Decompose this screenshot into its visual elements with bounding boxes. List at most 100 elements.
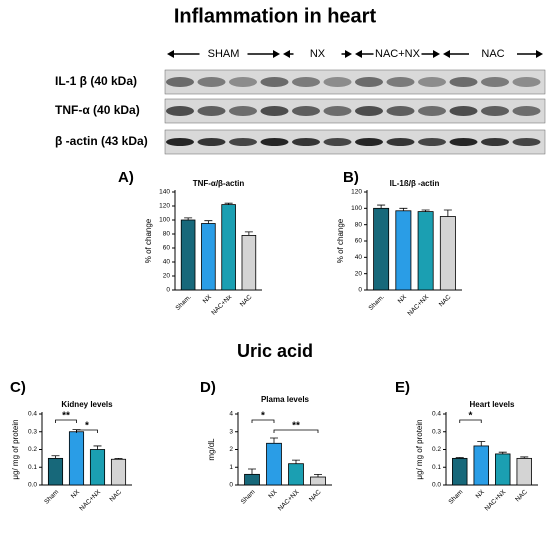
bar	[47, 457, 64, 486]
error-bar	[270, 437, 278, 444]
y-tick-label: 40	[163, 259, 171, 266]
label-bg	[469, 47, 517, 61]
y-axis-label: μg/ mg of protein	[11, 419, 20, 479]
x-tick-label: NAC+NX	[78, 488, 102, 512]
y-tick-label: 0.1	[432, 464, 441, 471]
chart-title: Heart levels	[470, 400, 515, 409]
blot-band	[197, 106, 226, 116]
x-tick-label: NX	[397, 293, 409, 305]
blot-band	[481, 77, 509, 87]
bar	[373, 207, 390, 291]
y-tick-label: 40	[355, 254, 363, 261]
blot-band	[166, 138, 194, 146]
bar	[266, 442, 282, 486]
error-bar	[224, 202, 233, 205]
group-label: SHAM	[208, 48, 240, 60]
chart-title: Plama levels	[261, 395, 310, 404]
y-tick-label: 0.3	[28, 428, 37, 435]
bar	[495, 453, 511, 486]
y-tick-label: 0.0	[432, 482, 441, 489]
y-tick-label: 0.3	[432, 428, 441, 435]
y-tick-label: 0	[166, 287, 170, 294]
blot-band	[386, 77, 415, 87]
error-bar	[421, 209, 430, 212]
blot-band	[260, 77, 289, 87]
blot-row-label: TNF-α (40 kDa)	[55, 103, 140, 117]
error-bar	[377, 204, 386, 209]
bar	[473, 445, 489, 486]
panel-label: B)	[343, 169, 359, 186]
y-tick-label: 80	[355, 221, 363, 228]
significance-label: *	[85, 421, 89, 432]
error-bar	[455, 457, 464, 459]
significance-bracket	[55, 419, 77, 423]
blot-band	[449, 77, 478, 87]
y-tick-label: 60	[163, 245, 171, 252]
x-tick-label: NAC	[438, 293, 453, 308]
blot-band	[166, 77, 194, 87]
bar	[89, 449, 106, 486]
bar	[110, 458, 127, 486]
blot-band	[355, 138, 383, 146]
error-bar	[520, 456, 529, 459]
bar	[310, 476, 326, 486]
y-tick-label: 1	[229, 464, 233, 471]
y-tick-label: 80	[163, 231, 171, 238]
blot-band	[449, 106, 478, 116]
blot-band	[418, 138, 446, 146]
blot-band	[386, 106, 415, 116]
blot-band	[292, 138, 320, 146]
blot-band	[512, 77, 541, 87]
blot-band	[355, 106, 383, 116]
y-tick-label: 140	[159, 189, 170, 196]
blot-band	[323, 106, 352, 116]
blot-band	[229, 106, 257, 116]
section-title: Uric acid	[237, 341, 313, 361]
error-bar	[51, 455, 60, 459]
y-tick-label: 60	[355, 238, 363, 245]
x-tick-label: NAC	[108, 488, 123, 503]
x-tick-label: NX	[70, 488, 82, 500]
y-tick-label: 0.4	[432, 411, 441, 418]
x-tick-label: Sham	[447, 489, 464, 506]
panel-label: D)	[200, 379, 216, 396]
group-label: NX	[310, 48, 326, 60]
blot-band	[386, 138, 415, 146]
error-bar	[443, 209, 452, 217]
y-axis-label: mg/dL	[207, 438, 216, 461]
bar	[241, 234, 257, 291]
significance-bracket	[76, 429, 98, 433]
bar	[395, 210, 412, 291]
y-tick-label: 100	[351, 205, 362, 212]
blot-band	[260, 106, 289, 116]
error-bar	[184, 217, 193, 220]
label-bg	[199, 47, 248, 61]
blot-band	[481, 138, 509, 146]
x-tick-label: NAC+NX	[484, 488, 508, 512]
significance-bracket	[273, 429, 319, 433]
y-axis-label: % of change	[336, 218, 345, 263]
y-tick-label: 3	[229, 428, 233, 435]
blot-band	[355, 77, 383, 87]
blot-row-label: IL-1 β (40 kDa)	[55, 74, 137, 88]
blot-band	[512, 138, 541, 146]
x-tick-label: Sham.	[368, 294, 386, 312]
y-tick-label: 0.4	[28, 411, 37, 418]
x-tick-label: NX	[202, 293, 214, 305]
x-tick-label: NX	[267, 488, 279, 500]
blot-band	[166, 106, 194, 116]
x-tick-label: NAC+NX	[277, 488, 301, 512]
blot-band	[481, 106, 509, 116]
y-axis-label: % of change	[144, 218, 153, 263]
y-tick-label: 4	[229, 411, 233, 418]
bar	[439, 216, 456, 291]
blot-band	[449, 138, 478, 146]
bar	[180, 219, 196, 291]
x-tick-label: NAC+NX	[407, 293, 431, 317]
x-tick-label: Sham	[43, 489, 60, 506]
error-bar	[114, 457, 123, 460]
y-tick-label: 0	[229, 482, 233, 489]
chart-title: IL-1ß/β -actin	[390, 179, 440, 188]
